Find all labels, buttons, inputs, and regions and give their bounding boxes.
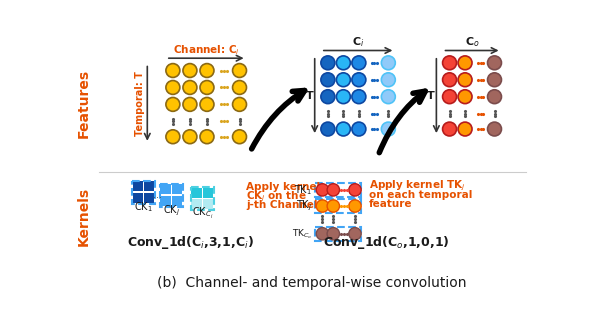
Circle shape — [232, 130, 246, 144]
FancyBboxPatch shape — [144, 181, 154, 191]
Text: CK$_{C_i}$: CK$_{C_i}$ — [192, 206, 213, 221]
FancyBboxPatch shape — [172, 196, 182, 206]
Circle shape — [336, 90, 350, 104]
Circle shape — [327, 200, 339, 212]
Circle shape — [349, 200, 361, 212]
Circle shape — [316, 184, 329, 196]
Text: TK$_j$: TK$_j$ — [296, 199, 313, 213]
Text: CK$_1$: CK$_1$ — [134, 200, 153, 214]
Text: CK$_j$: CK$_j$ — [163, 203, 180, 218]
Text: Apply kernel: Apply kernel — [246, 182, 320, 192]
Circle shape — [321, 122, 335, 136]
Text: on each temporal: on each temporal — [369, 190, 472, 200]
FancyBboxPatch shape — [161, 184, 171, 195]
Text: Temporal: T: Temporal: T — [135, 71, 145, 136]
FancyBboxPatch shape — [172, 184, 182, 195]
Text: Apply kernel TK$_j$: Apply kernel TK$_j$ — [369, 179, 466, 193]
Circle shape — [232, 80, 246, 94]
Circle shape — [166, 97, 180, 111]
Text: Conv_1d(C$_i$,3,1,C$_i$): Conv_1d(C$_i$,3,1,C$_i$) — [127, 234, 254, 251]
Circle shape — [381, 73, 395, 87]
Circle shape — [381, 56, 395, 70]
Circle shape — [488, 73, 502, 87]
Circle shape — [488, 56, 502, 70]
Circle shape — [352, 56, 366, 70]
Circle shape — [381, 90, 395, 104]
Circle shape — [336, 73, 350, 87]
Text: TK$_1$: TK$_1$ — [294, 183, 313, 197]
Text: C$_i$: C$_i$ — [352, 35, 364, 49]
Circle shape — [183, 80, 197, 94]
Text: feature: feature — [369, 199, 412, 209]
FancyBboxPatch shape — [144, 193, 154, 203]
Circle shape — [458, 56, 472, 70]
FancyBboxPatch shape — [133, 181, 143, 191]
Circle shape — [321, 56, 335, 70]
FancyBboxPatch shape — [133, 193, 143, 203]
Circle shape — [200, 80, 214, 94]
Circle shape — [200, 130, 214, 144]
Circle shape — [327, 228, 339, 240]
Circle shape — [232, 97, 246, 111]
FancyBboxPatch shape — [192, 199, 201, 209]
Circle shape — [458, 90, 472, 104]
Circle shape — [443, 122, 457, 136]
FancyBboxPatch shape — [203, 188, 213, 198]
Circle shape — [336, 122, 350, 136]
Text: CK$_j$ on the: CK$_j$ on the — [246, 190, 307, 204]
Text: Conv_1d(C$_o$,1,0,1): Conv_1d(C$_o$,1,0,1) — [323, 234, 449, 251]
Circle shape — [352, 73, 366, 87]
Circle shape — [443, 56, 457, 70]
Circle shape — [166, 64, 180, 77]
Circle shape — [349, 228, 361, 240]
Circle shape — [316, 228, 329, 240]
Circle shape — [200, 97, 214, 111]
Circle shape — [183, 64, 197, 77]
Text: (b)  Channel- and temporal-wise convolution: (b) Channel- and temporal-wise convoluti… — [157, 276, 466, 290]
Circle shape — [232, 64, 246, 77]
Text: T: T — [305, 91, 313, 101]
FancyBboxPatch shape — [203, 199, 213, 209]
Circle shape — [381, 122, 395, 136]
Circle shape — [183, 97, 197, 111]
Circle shape — [321, 90, 335, 104]
Circle shape — [458, 122, 472, 136]
Circle shape — [458, 73, 472, 87]
Circle shape — [316, 200, 329, 212]
Circle shape — [321, 73, 335, 87]
Text: T: T — [427, 91, 435, 101]
FancyBboxPatch shape — [192, 188, 201, 198]
Circle shape — [327, 184, 339, 196]
Circle shape — [349, 184, 361, 196]
Circle shape — [166, 130, 180, 144]
Text: Features: Features — [77, 69, 91, 138]
FancyBboxPatch shape — [161, 196, 171, 206]
Circle shape — [166, 80, 180, 94]
Text: C$_o$: C$_o$ — [465, 35, 479, 49]
Circle shape — [352, 90, 366, 104]
Circle shape — [200, 64, 214, 77]
Text: Channel: C$_i$: Channel: C$_i$ — [173, 43, 240, 57]
Circle shape — [183, 130, 197, 144]
Text: Kernels: Kernels — [77, 187, 91, 246]
Circle shape — [443, 90, 457, 104]
Text: TK$_{C_o}$: TK$_{C_o}$ — [292, 227, 313, 241]
Circle shape — [488, 90, 502, 104]
Circle shape — [336, 56, 350, 70]
Circle shape — [352, 122, 366, 136]
Text: ...: ... — [153, 190, 162, 200]
Text: j-th Channel: j-th Channel — [246, 200, 318, 210]
Circle shape — [443, 73, 457, 87]
Circle shape — [488, 122, 502, 136]
